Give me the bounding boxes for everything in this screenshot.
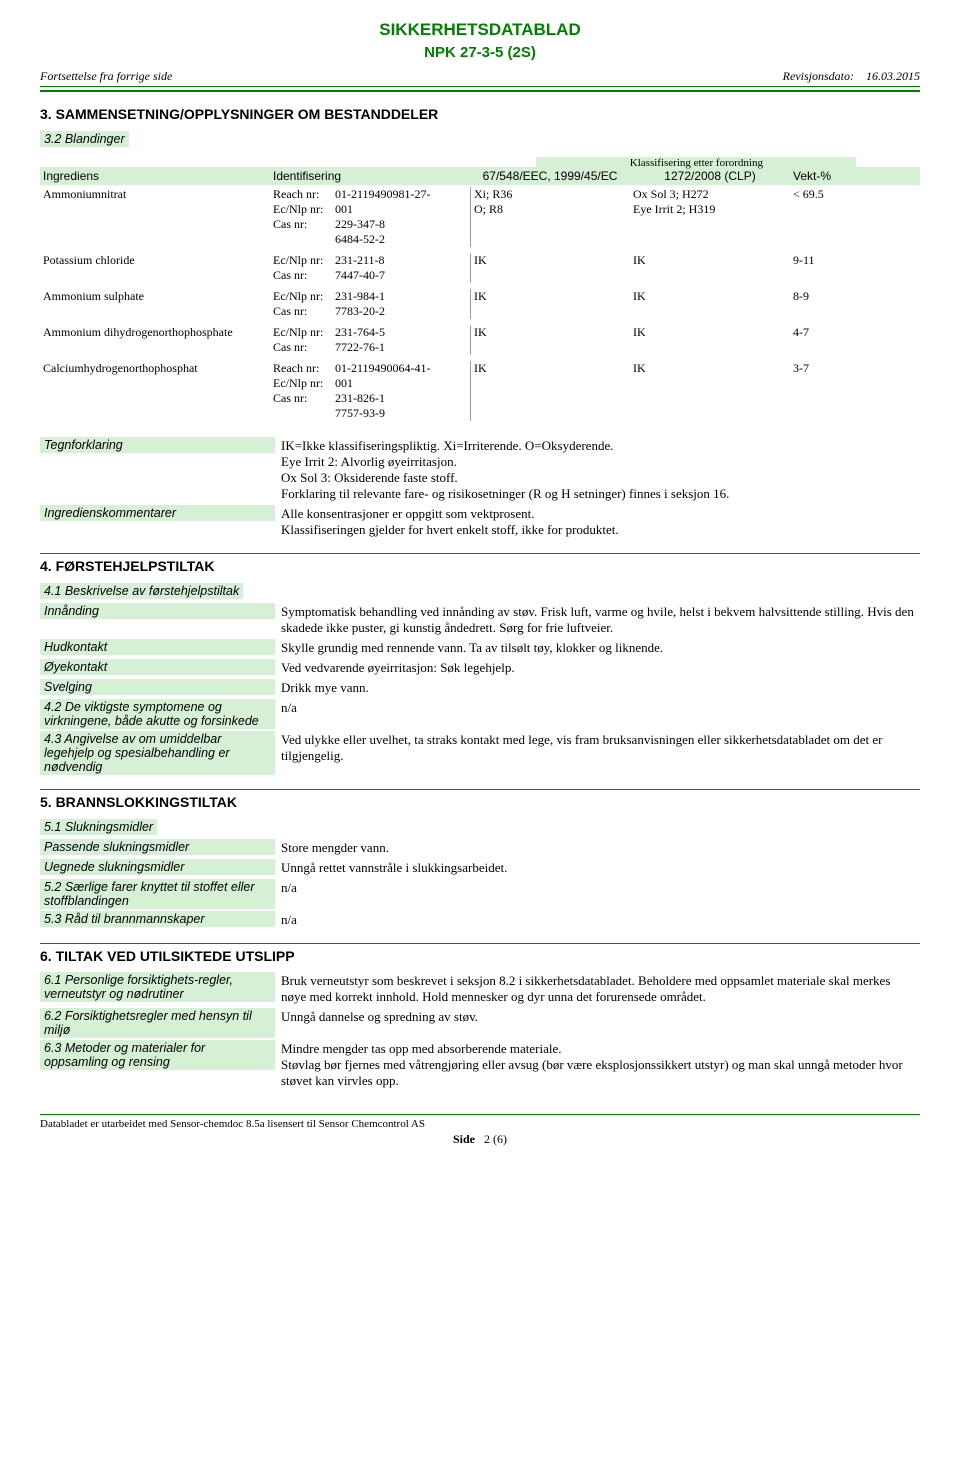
ingredient-row: Ammonium sulphateEc/Nlp nr:231-984-1Cas … [40, 289, 920, 319]
section-3-heading: 3. SAMMENSETNING/OPPLYSNINGER OM BESTAND… [40, 106, 920, 128]
header-rule [40, 86, 920, 92]
section-6-2-value: Unngå dannelse og spredning av støv. [275, 1008, 920, 1026]
suitable-ext-label: Passende slukningsmidler [40, 839, 275, 855]
section-3-2: 3.2 Blandinger [40, 131, 129, 147]
ingredient-row: CalciumhydrogenorthophosphatReach nr:01-… [40, 361, 920, 421]
section-5-2-label: 5.2 Særlige farer knyttet til stoffet el… [40, 879, 275, 909]
ingredient-row: Ammonium dihydrogenorthophosphateEc/Nlp … [40, 325, 920, 355]
section-6-1-value: Bruk verneutstyr som beskrevet i seksjon… [275, 972, 920, 1006]
footer-left: Databladet er utarbeidet med Sensor-chem… [40, 1118, 425, 1130]
section-5-heading: 5. BRANNSLOKKINGSTILTAK [40, 789, 920, 816]
revision-date: 16.03.2015 [866, 69, 920, 83]
ingredient-comments-label: Ingredienskommentarer [40, 505, 275, 521]
section-6-heading: 6. TILTAK VED UTILSIKTEDE UTSLIPP [40, 943, 920, 970]
section-6-3-label: 6.3 Metoder og materialer for oppsamling… [40, 1040, 275, 1070]
page-side-label: Side [453, 1132, 475, 1146]
inhalation-value: Symptomatisk behandling ved innånding av… [275, 603, 920, 637]
skin-label: Hudkontakt [40, 639, 275, 655]
section-4-3-value: Ved ulykke eller uvelhet, ta straks kont… [275, 731, 920, 765]
legend-value: IK=Ikke klassifiseringspliktig. Xi=Irrit… [275, 437, 920, 503]
ingredient-comments-value: Alle konsentrasjoner er oppgitt som vekt… [275, 505, 920, 539]
swallow-label: Svelging [40, 679, 275, 695]
eye-value: Ved vedvarende øyeirritasjon: Søk legehj… [275, 659, 920, 677]
section-4-1: 4.1 Beskrivelse av førstehjelpstiltak [40, 583, 243, 599]
section-5-3-value: n/a [275, 911, 920, 929]
doc-title: SIKKERHETSDATABLAD [40, 20, 920, 40]
page-number: 2 (6) [484, 1132, 507, 1146]
section-4-2-value: n/a [275, 699, 920, 717]
ingredient-row: Potassium chlorideEc/Nlp nr:231-211-8Cas… [40, 253, 920, 283]
ingredient-row: AmmoniumnitratReach nr:01-2119490981-27-… [40, 187, 920, 247]
section-4-3-label: 4.3 Angivelse av om umiddelbar legehjelp… [40, 731, 275, 775]
legend-label: Tegnforklaring [40, 437, 275, 453]
revision-label: Revisjonsdato: [783, 69, 854, 83]
inhalation-label: Innånding [40, 603, 275, 619]
unsuitable-ext-label: Uegnede slukningsmidler [40, 859, 275, 875]
doc-subtitle: NPK 27-3-5 (2S) [40, 44, 920, 61]
section-6-2-label: 6.2 Forsiktighetsregler med hensyn til m… [40, 1008, 275, 1038]
section-5-2-value: n/a [275, 879, 920, 897]
section-6-3-value: Mindre mengder tas opp med absorberende … [275, 1040, 920, 1090]
unsuitable-ext-value: Unngå rettet vannstråle i slukkingsarbei… [275, 859, 920, 877]
suitable-ext-value: Store mengder vann. [275, 839, 920, 857]
section-5-3-label: 5.3 Råd til brannmannskaper [40, 911, 275, 927]
section-5-1: 5.1 Slukningsmidler [40, 819, 157, 835]
eye-label: Øyekontakt [40, 659, 275, 675]
skin-value: Skylle grundig med rennende vann. Ta av … [275, 639, 920, 657]
section-6-1-label: 6.1 Personlige forsiktighets-regler, ver… [40, 972, 275, 1002]
swallow-value: Drikk mye vann. [275, 679, 920, 697]
continuation-note: Fortsettelse fra forrige side [40, 69, 172, 84]
section-4-heading: 4. FØRSTEHJELPSTILTAK [40, 553, 920, 580]
ingredients-header-row: Ingrediens Identifisering 67/548/EEC, 19… [40, 167, 920, 185]
section-4-2-label: 4.2 De viktigste symptomene og virkninge… [40, 699, 275, 729]
